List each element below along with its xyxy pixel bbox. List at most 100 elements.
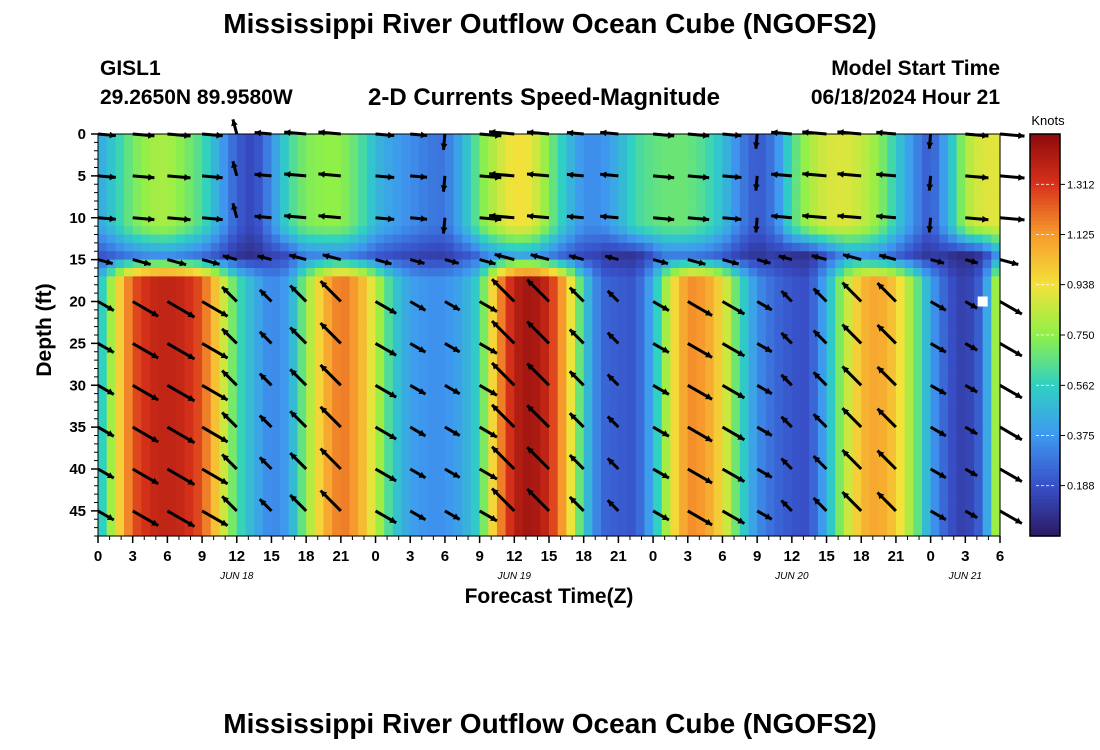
heatmap-cell: [973, 418, 984, 428]
heatmap-cell: [167, 217, 177, 227]
heatmap-cell: [193, 226, 203, 236]
heatmap-cell: [731, 226, 741, 236]
heatmap-cell: [687, 427, 698, 437]
heatmap-cell: [913, 142, 923, 152]
heatmap-cell: [575, 351, 585, 361]
heatmap-cell: [973, 142, 984, 152]
heatmap-cell: [228, 368, 238, 378]
heatmap-cell: [731, 494, 741, 504]
heatmap-cell: [531, 510, 541, 520]
heatmap-cell: [479, 494, 489, 504]
heatmap-cell: [297, 159, 307, 169]
heatmap-cell: [314, 502, 325, 512]
heatmap-cell: [332, 393, 342, 403]
heatmap-cell: [271, 519, 281, 529]
heatmap-cell: [783, 494, 793, 504]
heatmap-cell: [349, 142, 359, 152]
heatmap-cell: [427, 268, 437, 277]
heatmap-cell: [557, 326, 567, 336]
heatmap-cell: [132, 393, 142, 403]
heatmap-cell: [592, 326, 602, 336]
heatmap-cell: [271, 393, 281, 403]
heatmap-cell: [210, 402, 221, 411]
heatmap-cell: [670, 368, 680, 378]
heatmap-cell: [809, 360, 819, 370]
heatmap-cell: [661, 326, 672, 336]
heatmap-cell: [427, 469, 437, 478]
heatmap-cell: [973, 318, 984, 328]
heatmap-cell: [366, 318, 377, 328]
heatmap-cell: [306, 134, 316, 143]
heatmap-cell: [158, 510, 168, 520]
heatmap-cell: [878, 301, 888, 311]
heatmap-cell: [288, 217, 299, 227]
heatmap-cell: [661, 460, 672, 470]
heatmap-cell: [340, 217, 351, 227]
heatmap-cell: [783, 318, 793, 328]
heatmap-cell: [635, 142, 645, 152]
heatmap-cell: [696, 134, 706, 143]
heatmap-cell: [479, 385, 489, 395]
heatmap-cell: [418, 527, 429, 537]
heatmap-cell: [124, 268, 134, 277]
heatmap-cell: [167, 502, 177, 512]
heatmap-cell: [687, 184, 698, 194]
heatmap-cell: [418, 410, 429, 420]
heatmap-cell: [566, 234, 576, 244]
heatmap-cell: [583, 402, 593, 411]
heatmap-cell: [852, 226, 862, 236]
heatmap-cell: [661, 351, 672, 361]
heatmap-cell: [514, 402, 524, 411]
heatmap-cell: [973, 393, 984, 403]
heatmap-cell: [306, 242, 316, 252]
heatmap-cell: [141, 242, 151, 252]
heatmap-cell: [210, 376, 221, 386]
heatmap-cell: [219, 276, 229, 286]
heatmap-cell: [722, 167, 732, 177]
heatmap-cell: [887, 360, 897, 370]
heatmap-cell: [236, 485, 247, 495]
heatmap-cell: [176, 527, 186, 537]
heatmap-cell: [479, 485, 489, 495]
heatmap-cell: [601, 376, 611, 386]
heatmap-cell: [332, 527, 342, 537]
heatmap-cell: [644, 402, 654, 411]
heatmap-cell: [731, 268, 741, 277]
heatmap-cell: [98, 268, 108, 277]
heatmap-cell: [609, 402, 619, 411]
heatmap-cell: [852, 259, 862, 269]
heatmap-cell: [557, 242, 567, 252]
heatmap-cell: [575, 510, 585, 520]
heatmap-cell: [158, 284, 168, 294]
heatmap-cell: [731, 343, 741, 353]
heatmap-cell: [661, 335, 672, 344]
heatmap-cell: [592, 268, 602, 277]
heatmap-cell: [132, 385, 142, 395]
heatmap-cell: [679, 251, 689, 261]
heatmap-cell: [479, 469, 489, 478]
heatmap-cell: [895, 209, 906, 219]
heatmap-cell: [488, 418, 498, 428]
heatmap-cell: [184, 510, 194, 520]
heatmap-cell: [444, 360, 455, 370]
heatmap-cell: [280, 142, 290, 152]
heatmap-cell: [973, 134, 984, 143]
heatmap-cell: [288, 142, 299, 152]
heatmap-cell: [817, 519, 828, 529]
heatmap-cell: [939, 318, 949, 328]
heatmap-cell: [150, 469, 160, 478]
heatmap-cell: [280, 234, 290, 244]
heatmap-cell: [592, 309, 602, 319]
heatmap-cell: [314, 469, 325, 478]
heatmap-cell: [314, 217, 325, 227]
heatmap-cell: [375, 485, 385, 495]
heatmap-cell: [991, 276, 1001, 286]
heatmap-cell: [869, 343, 880, 353]
heatmap-cell: [184, 234, 194, 244]
heatmap-cell: [392, 284, 403, 294]
heatmap-cell: [531, 435, 541, 445]
heatmap-cell: [670, 360, 680, 370]
heatmap-cell: [366, 259, 377, 269]
heatmap-cell: [661, 226, 672, 236]
heatmap-cell: [254, 368, 264, 378]
